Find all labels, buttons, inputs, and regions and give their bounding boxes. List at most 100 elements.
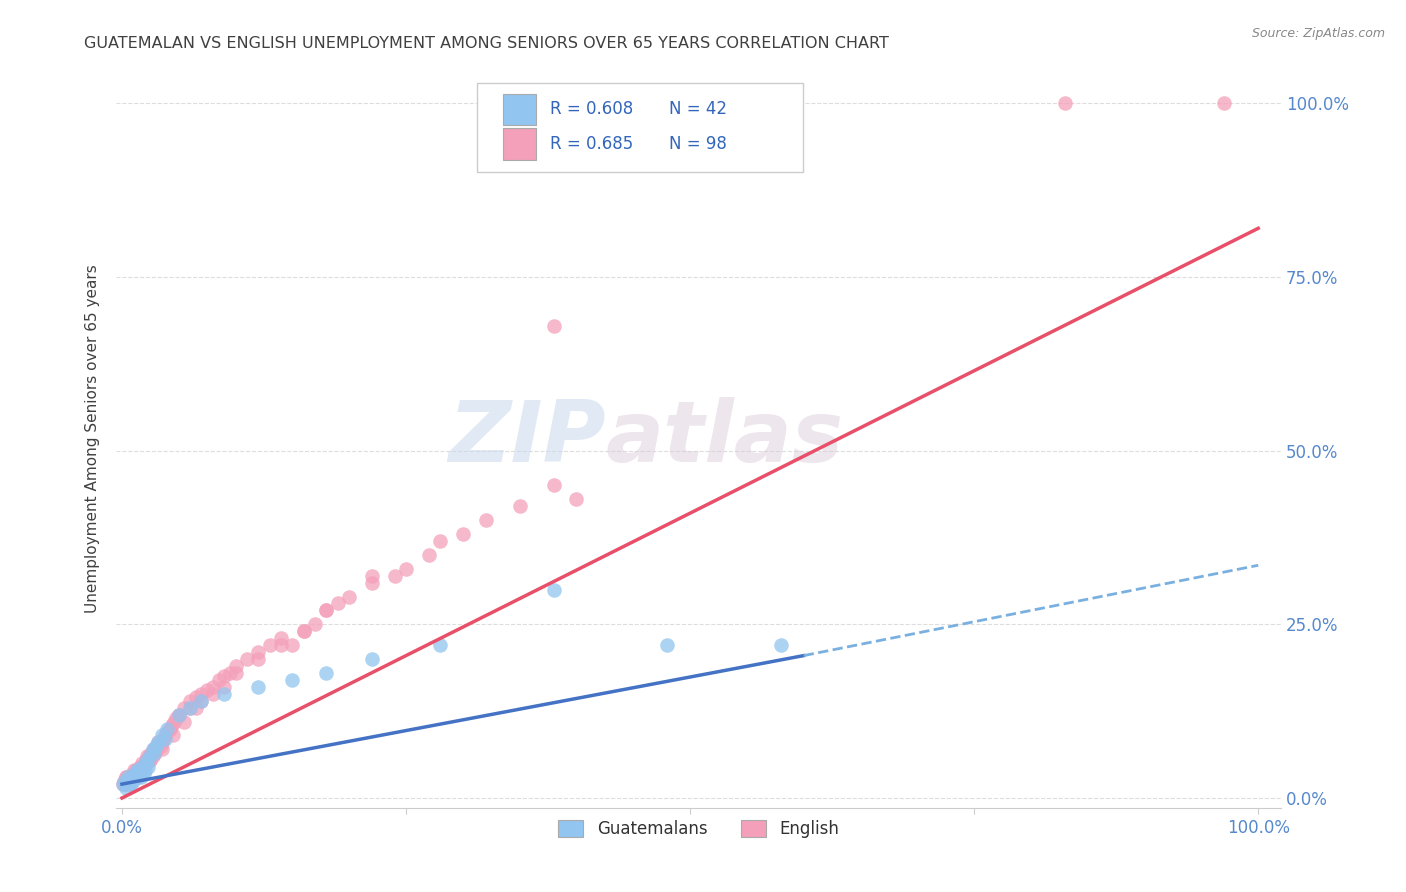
Text: Source: ZipAtlas.com: Source: ZipAtlas.com [1251, 27, 1385, 40]
Point [118, 770, 141, 784]
Text: N = 42: N = 42 [669, 100, 727, 119]
Point [225, 659, 247, 673]
Point [184, 700, 207, 714]
Point [118, 770, 141, 784]
FancyBboxPatch shape [503, 128, 536, 160]
Point [156, 725, 179, 739]
Point [121, 766, 143, 780]
Point [150, 729, 173, 743]
Text: R = 0.685: R = 0.685 [550, 135, 633, 153]
Point [152, 731, 174, 746]
Point [134, 756, 156, 771]
Point [143, 746, 166, 760]
Point [184, 690, 207, 705]
Point [150, 742, 173, 756]
Point [190, 687, 212, 701]
Point [142, 746, 165, 760]
Text: GUATEMALAN VS ENGLISH UNEMPLOYMENT AMONG SENIORS OVER 65 YEARS CORRELATION CHART: GUATEMALAN VS ENGLISH UNEMPLOYMENT AMONG… [84, 36, 889, 51]
Point [474, 513, 496, 527]
Point [132, 766, 155, 780]
Point [219, 665, 242, 680]
Point [195, 683, 218, 698]
Point [361, 575, 384, 590]
Point [201, 680, 224, 694]
Point [127, 763, 149, 777]
Point [136, 749, 159, 764]
Y-axis label: Unemployment Among Seniors over 65 years: Unemployment Among Seniors over 65 years [86, 264, 100, 613]
Point [132, 760, 155, 774]
Point [247, 652, 270, 666]
Point [270, 638, 292, 652]
Point [160, 718, 183, 732]
Point [236, 652, 259, 666]
Point [270, 631, 292, 645]
Point [139, 753, 162, 767]
Point [292, 624, 315, 639]
Point [112, 777, 135, 791]
Point [247, 645, 270, 659]
Point [141, 746, 163, 760]
Point [112, 773, 135, 788]
Point [124, 763, 146, 777]
Point [207, 673, 229, 687]
Point [145, 739, 167, 753]
Point [129, 770, 152, 784]
Point [142, 742, 165, 756]
Point [138, 749, 160, 764]
Point [142, 749, 165, 764]
Point [117, 770, 139, 784]
Point [543, 582, 565, 597]
Point [159, 722, 181, 736]
Point [769, 638, 792, 652]
Point [247, 680, 270, 694]
Point [148, 735, 170, 749]
Point [122, 773, 145, 788]
Point [118, 773, 141, 788]
Point [114, 773, 136, 788]
Point [179, 700, 201, 714]
Point [129, 763, 152, 777]
Point [1054, 96, 1077, 111]
Point [124, 766, 146, 780]
Point [509, 500, 531, 514]
Point [153, 729, 176, 743]
Point [139, 753, 162, 767]
Point [315, 603, 337, 617]
Point [395, 562, 418, 576]
Point [259, 638, 281, 652]
Point [281, 673, 304, 687]
Point [225, 665, 247, 680]
Point [131, 760, 153, 774]
Point [136, 753, 159, 767]
Point [292, 624, 315, 639]
Point [115, 770, 138, 784]
Point [1213, 96, 1236, 111]
Point [212, 680, 235, 694]
Point [565, 492, 588, 507]
Point [190, 694, 212, 708]
Point [418, 548, 440, 562]
Point [281, 638, 304, 652]
Point [173, 700, 195, 714]
Point [166, 711, 188, 725]
Point [120, 773, 142, 788]
Point [315, 665, 337, 680]
Text: atlas: atlas [606, 397, 844, 480]
Point [114, 777, 136, 791]
Point [118, 777, 141, 791]
Point [156, 722, 179, 736]
Point [139, 749, 162, 764]
Point [201, 687, 224, 701]
Point [167, 707, 190, 722]
Point [115, 780, 138, 795]
Point [117, 773, 139, 788]
Point [136, 753, 159, 767]
Point [142, 742, 165, 756]
Point [212, 687, 235, 701]
Point [121, 770, 143, 784]
Point [114, 777, 136, 791]
Point [128, 766, 150, 780]
Point [129, 760, 152, 774]
Point [429, 638, 451, 652]
Point [361, 652, 384, 666]
